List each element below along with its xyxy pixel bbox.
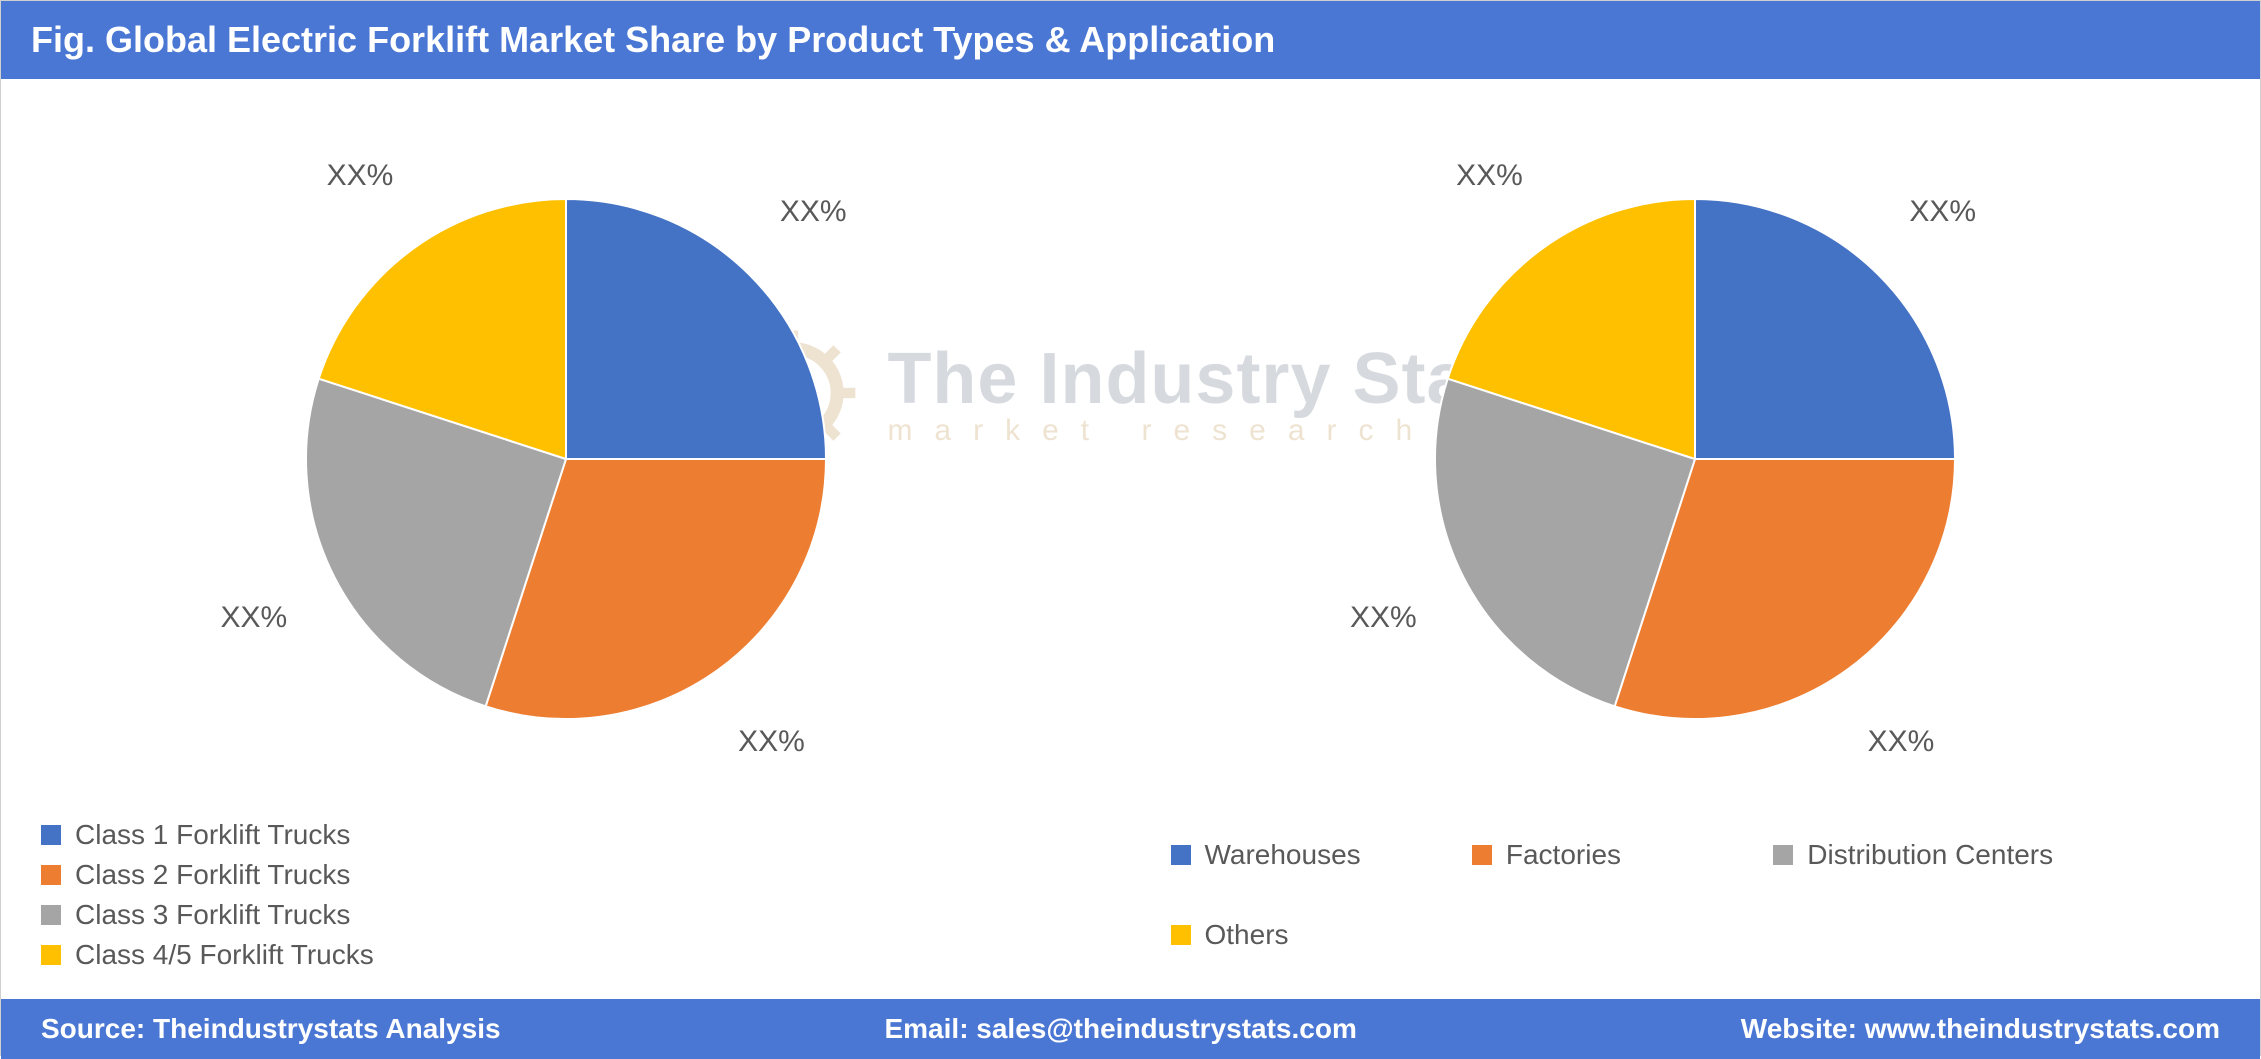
legend-swatch [1171,845,1191,865]
legend-swatch [1171,925,1191,945]
legend-item: Class 2 Forklift Trucks [41,859,545,891]
legend-right: Warehouses Factories Distribution Centers O… [1131,809,2261,999]
slice-label: XX% [1350,601,1417,635]
legend-swatch [41,905,61,925]
legend-row: Class 1 Forklift Trucks Class 2 Forklift … [1,809,2260,999]
footer-email: Email: sales@theindustrystats.com [884,1013,1356,1045]
legend-item: Warehouses [1171,839,1412,871]
legend-label: Class 1 Forklift Trucks [75,819,350,851]
legend-item: Class 4/5 Forklift Trucks [41,939,545,971]
pie-right: XX% XX% XX% XX% [1345,109,2045,809]
legend-item: Class 1 Forklift Trucks [41,819,545,851]
title-bar: Fig. Global Electric Forklift Market Sha… [1,1,2260,79]
slice-label: XX% [1868,725,1935,759]
legend-label: Warehouses [1205,839,1361,871]
slice-label: XX% [780,195,847,229]
figure-title: Fig. Global Electric Forklift Market Sha… [31,19,1275,60]
legend-label: Class 4/5 Forklift Trucks [75,939,374,971]
legend-swatch [1472,845,1492,865]
legend-swatch [41,945,61,965]
legend-label: Others [1205,919,1289,951]
slice-label: XX% [1456,159,1523,193]
legend-label: Factories [1506,839,1621,871]
slice-label: XX% [221,601,288,635]
legend-swatch [1773,845,1793,865]
legend-label: Distribution Centers [1807,839,2053,871]
chart-panel-left: XX% XX% XX% XX% [1,79,1131,809]
legend-item: Distribution Centers [1773,839,2014,871]
slice-label: XX% [1909,195,1976,229]
legend-swatch [41,865,61,885]
footer-source: Source: Theindustrystats Analysis [41,1013,501,1045]
slice-label: XX% [738,725,805,759]
pie-slice [1695,199,1955,459]
legend-item: Others [1171,919,1412,951]
legend-item: Class 3 Forklift Trucks [41,899,545,931]
pie-slice [566,199,826,459]
chart-panel-right: XX% XX% XX% XX% [1131,79,2261,809]
footer-website: Website: www.theindustrystats.com [1741,1013,2220,1045]
slice-label: XX% [327,159,394,193]
legend-swatch [41,825,61,845]
figure-container: Fig. Global Electric Forklift Market Sha… [0,0,2261,1056]
footer-bar: Source: Theindustrystats Analysis Email:… [1,999,2260,1059]
pie-left: XX% XX% XX% XX% [216,109,916,809]
legend-item: Factories [1472,839,1713,871]
legend-label: Class 3 Forklift Trucks [75,899,350,931]
legend-left: Class 1 Forklift Trucks Class 2 Forklift … [1,809,1131,999]
legend-label: Class 2 Forklift Trucks [75,859,350,891]
charts-row: The Industry Stats market research XX%XX… [1,79,2260,809]
